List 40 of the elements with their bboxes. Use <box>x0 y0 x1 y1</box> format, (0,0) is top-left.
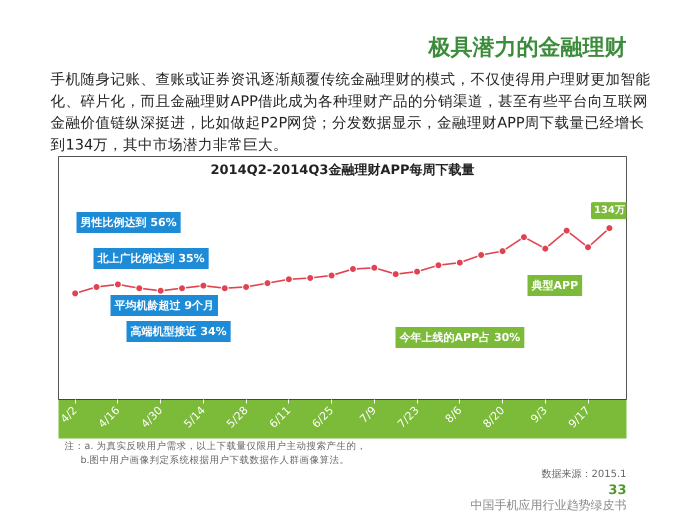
point <box>199 282 208 290</box>
point <box>541 244 550 253</box>
point <box>434 261 442 270</box>
point <box>370 264 378 272</box>
annotation: 高端机型接近 34% <box>130 325 227 338</box>
text: 中国手机应用行业趋势绿皮书 <box>470 498 626 512</box>
point <box>114 280 122 288</box>
data-label: 134万 <box>594 205 625 216</box>
point <box>178 284 186 292</box>
text: 注：a. 为真实反映用户需求，以上下载量仅限用户主动搜索产生的， <box>64 440 366 452</box>
point <box>562 226 571 235</box>
point <box>306 274 314 282</box>
source-note: 数据来源：2015.1 <box>542 468 627 480</box>
point <box>392 270 400 278</box>
chart-title: 极具潜力的金融理财 <box>428 36 626 60</box>
point <box>71 289 80 298</box>
point <box>413 268 422 276</box>
annotation: 男性比例达到 56% <box>80 216 177 229</box>
text: 2014Q2-2014Q3金融理财APP每周下载量 <box>210 163 475 178</box>
point <box>284 275 293 284</box>
text: 33 <box>608 483 627 498</box>
x-tick-label: 9/3 <box>528 404 550 426</box>
point <box>520 233 528 242</box>
x-tick-label: 4/2 <box>58 404 80 426</box>
annotation: 今年上线的APP占 30% <box>398 331 520 344</box>
text: 手机随身记账、查账或证券资讯逐渐颠覆传统金融理财的模式，不仅使得用户理财更加智能化、碎片化，而且金融理财APP借此成为各种理财产品的分销渠道，甚至有些平台向互联网金融价值链纵深挺进，比如做起P2P网贷；分发数据显示，金融理财APP周下载量已经增长到134万，其中市场潜力非常巨大。 <box>50 71 650 154</box>
point <box>605 224 614 232</box>
point <box>456 258 464 267</box>
point <box>263 279 272 288</box>
point <box>220 284 229 292</box>
annotation: 平均机龄超过 9个月 <box>114 299 214 312</box>
point <box>498 247 507 256</box>
point <box>156 286 165 295</box>
point <box>135 284 144 292</box>
text: b.图中用户画像判定系统根据用户下载数据作人群画像算法。 <box>80 454 350 466</box>
x-tick-label: 8/6 <box>442 404 464 426</box>
annotation: 北上广比例达到 35% <box>96 252 205 265</box>
point <box>584 243 592 252</box>
x-tick-label: 7/9 <box>357 404 379 426</box>
annotation: 典型APP <box>530 279 578 292</box>
